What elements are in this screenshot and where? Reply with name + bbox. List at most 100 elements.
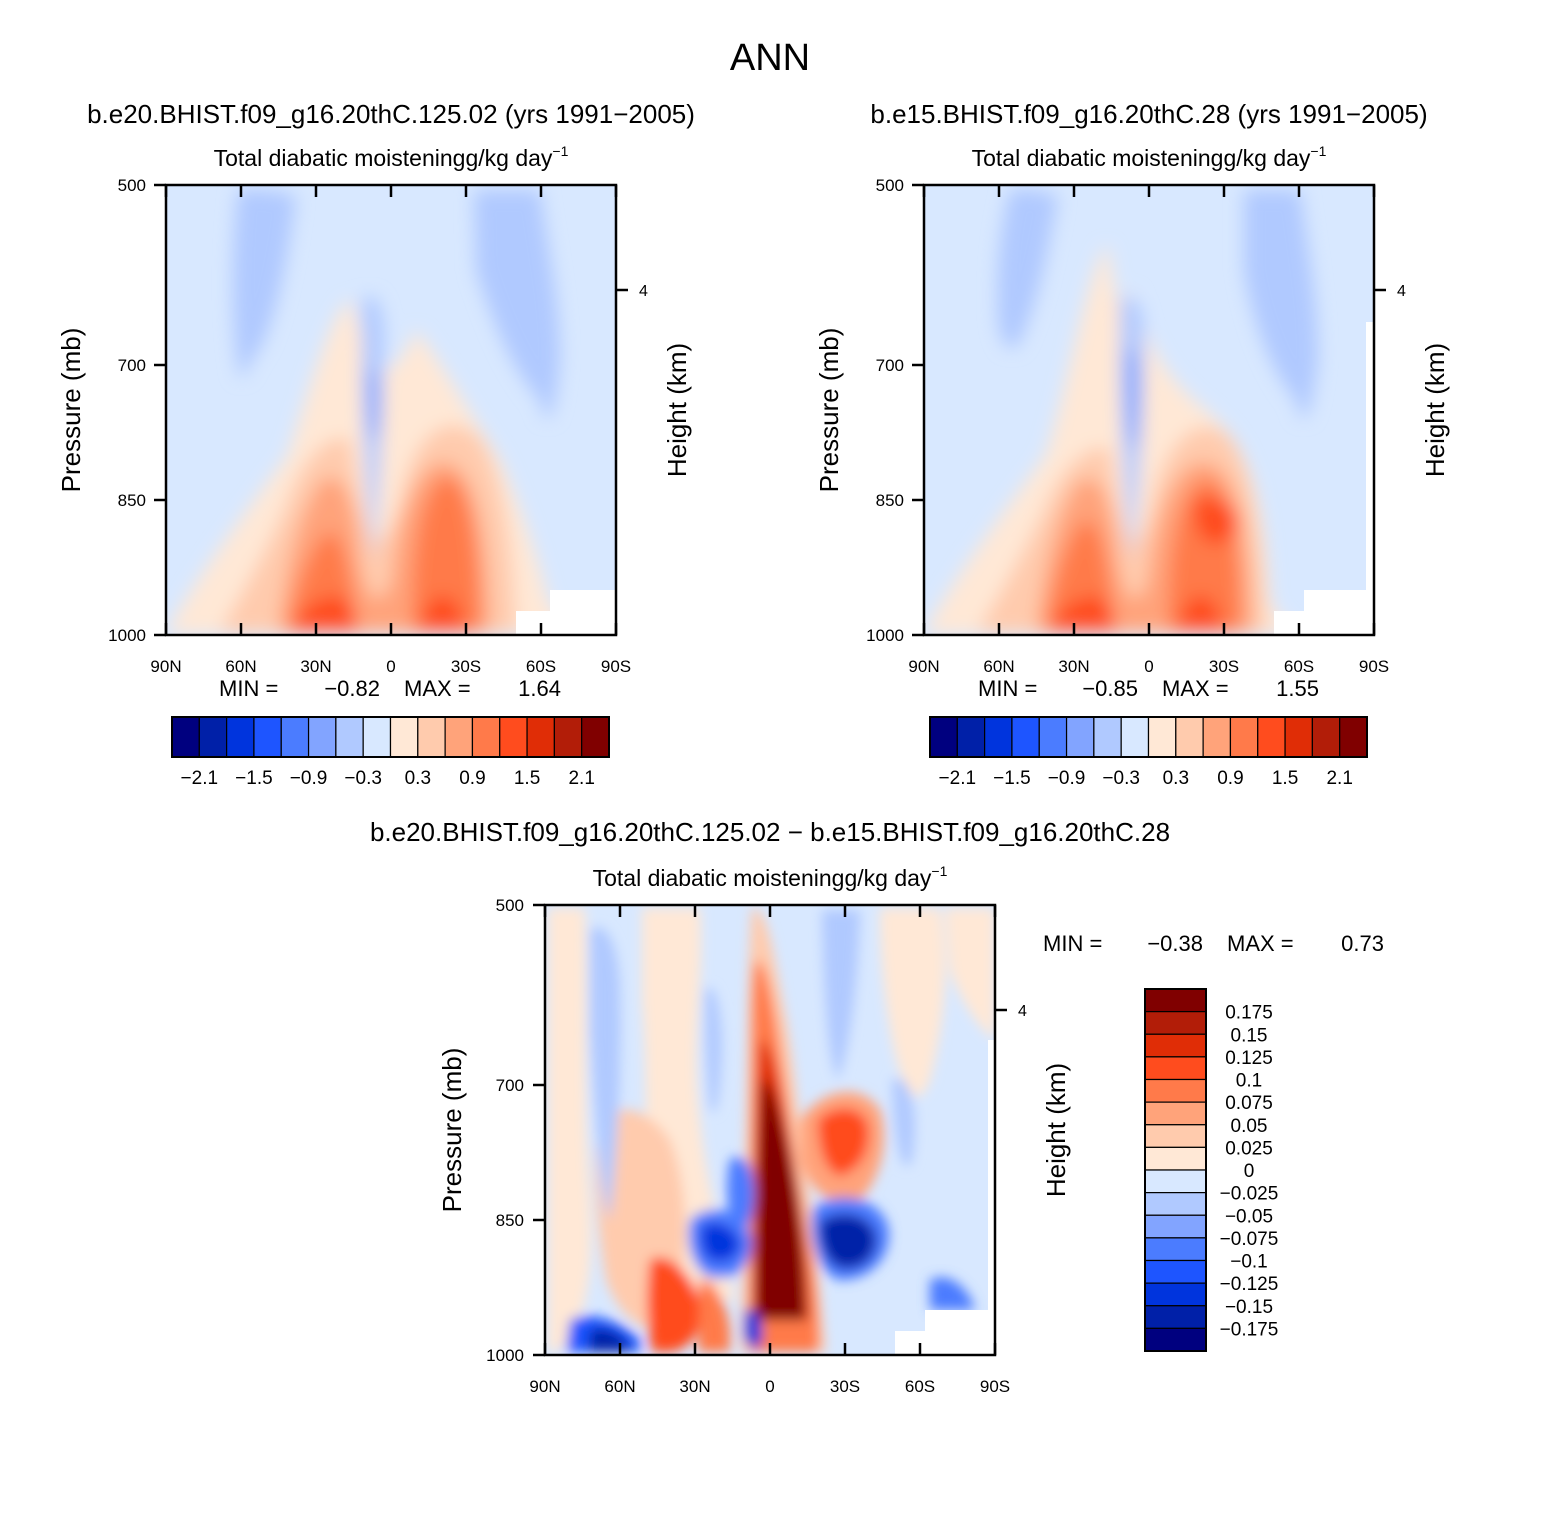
panel-3-colorbar-label: −0.05: [1225, 1206, 1273, 1227]
panel-3-colorbar-label: 0.075: [1225, 1093, 1273, 1114]
panel-3-colorbar-label: 0.15: [1231, 1025, 1268, 1046]
panel-1-colorbar-swatch: [253, 716, 282, 758]
panel-3-colorbar-swatch: [1144, 1237, 1207, 1262]
panel-1-colorbar-swatch: [417, 716, 446, 758]
panel-1-colorbar-swatch: [444, 716, 474, 758]
panel-3-colorbar-label: 0.025: [1225, 1138, 1273, 1159]
panel-3-colorbar-label: 0.125: [1225, 1048, 1273, 1069]
panel-3-colorbar-label: −0.075: [1220, 1229, 1279, 1250]
panel-3-case-title: b.e20.BHIST.f09_g16.20thC.125.02 − b.e15…: [370, 817, 1170, 847]
panel-1-xtick-label: 60S: [526, 657, 556, 676]
panel-3-colorbar-swatch: [1144, 1327, 1207, 1352]
panel-2-xtick-label: 60S: [1284, 657, 1314, 676]
panel-3-colorbar-swatch: [1144, 1101, 1207, 1126]
panel-1-min-value: −0.82: [324, 676, 380, 701]
panel-3-xtick-label: 30S: [830, 1377, 860, 1396]
panel-2-colorbar-swatch: [1175, 716, 1204, 758]
panel-2-colorbar-swatch: [956, 716, 986, 758]
panel-2-colorbar-label: 1.5: [1272, 768, 1298, 789]
panel-3-xtick-label: 60S: [905, 1377, 935, 1396]
panel-3-right-tick-label: 4: [1018, 1003, 1027, 1020]
panel-3: b.e20.BHIST.f09_g16.20thC.125.02 − b.e15…: [370, 817, 1384, 1396]
panel-1-colorbar-swatch: [526, 716, 555, 758]
panel-2-max-value: 1.55: [1276, 676, 1319, 701]
panel-1-colorbar-label: −0.3: [344, 768, 382, 789]
panel-1-ytick-label: 700: [118, 356, 146, 375]
panel-1-colorbar-label: −0.9: [290, 768, 328, 789]
panel-2-colorbar-swatch: [1147, 716, 1177, 758]
panel-1-xtick-label: 60N: [225, 657, 256, 676]
panel-1-case-title: b.e20.BHIST.f09_g16.20thC.125.02 (yrs 19…: [87, 99, 695, 129]
panel-1-colorbar-frame: [171, 716, 610, 758]
panel-1-colorbar-swatch: [499, 716, 528, 758]
panel-2-right-axis-label: Height (km): [1420, 343, 1450, 477]
panel-3-colorbar-label: 0.1: [1236, 1071, 1262, 1092]
panel-1-variable-title: Total diabatic moisteningg/kg day−1: [214, 143, 569, 171]
panel-3-colorbar: 0.1750.150.1250.10.0750.050.0250−0.025−0…: [1144, 988, 1279, 1352]
panel-3-ytick-label: 1000: [486, 1346, 524, 1365]
panel-1-colorbar-swatch: [198, 716, 228, 758]
panel-1-right-tick-label: 4: [639, 283, 648, 300]
panel-3-colorbar-label: 0.05: [1231, 1116, 1268, 1137]
panel-3-xtick-label: 0: [765, 1377, 774, 1396]
panel-1-colorbar-swatch: [335, 716, 364, 758]
panel-3-xtick-label: 30N: [679, 1377, 710, 1396]
panel-2-min-value: −0.85: [1082, 676, 1138, 701]
panel-1-colorbar-label: 0.3: [405, 768, 431, 789]
panel-3-colorbar-swatch: [1144, 1011, 1207, 1035]
panel-1-y-axis-label: Pressure (mb): [56, 328, 86, 493]
panel-2-colorbar-swatch: [1038, 716, 1068, 758]
panel-3-variable-title: Total diabatic moisteningg/kg day−1: [593, 863, 948, 891]
figure-title: ANN: [730, 37, 810, 79]
panel-1-max-value: 1.64: [518, 676, 561, 701]
panel-2-contour-field: [924, 185, 1374, 635]
panel-3-colorbar-swatch: [1144, 1169, 1207, 1194]
panel-3-xtick-label: 90S: [980, 1377, 1010, 1396]
panel-1-ytick-label: 500: [118, 176, 146, 195]
panel-2-colorbar-label: −0.3: [1102, 768, 1140, 789]
panel-2-xtick-label: 0: [1144, 657, 1153, 676]
panel-1-contour-field: [166, 185, 616, 635]
panel-2-xtick-label: 90N: [908, 657, 939, 676]
panel-1-ytick-label: 1000: [108, 626, 146, 645]
panel-1-max-label: MAX =: [404, 676, 471, 701]
panel-2-xtick-label: 90S: [1359, 657, 1389, 676]
panel-2-colorbar-label: 0.9: [1217, 768, 1243, 789]
panel-2-colorbar-label: −2.1: [939, 768, 977, 789]
panel-3-colorbar-swatch: [1144, 1078, 1207, 1103]
panel-2-axes: 90N 60N 30N 0 30S 60S 90S 500 700 850 10…: [814, 176, 1450, 676]
panel-3-colorbar-swatch: [1144, 1146, 1207, 1171]
panel-2-colorbar-swatch: [1339, 716, 1368, 758]
panel-3-ytick-label: 700: [496, 1076, 524, 1095]
panel-2-colorbar-swatch: [1257, 716, 1286, 758]
panel-2-colorbar-swatch: [1093, 716, 1122, 758]
panel-3-colorbar-swatch: [1144, 1214, 1207, 1239]
panel-3-colorbar-swatch: [1144, 1124, 1207, 1148]
panel-2-colorbar-swatch: [929, 716, 958, 758]
panel-3-min-value: −0.38: [1147, 931, 1203, 956]
panel-3-colorbar-label: −0.1: [1230, 1252, 1268, 1273]
panel-2-colorbar-swatch: [1229, 716, 1259, 758]
panel-2-colorbar-swatch: [1065, 716, 1095, 758]
panel-1-xtick-label: 90S: [601, 657, 631, 676]
panel-2-colorbar-label: −0.9: [1048, 768, 1086, 789]
panel-1-colorbar-label: 1.5: [514, 768, 540, 789]
panel-2-max-label: MAX =: [1162, 676, 1229, 701]
panel-1-colorbar-swatch: [581, 716, 610, 758]
panel-1-right-axis-label: Height (km): [662, 343, 692, 477]
panel-1-colorbar-swatch: [362, 716, 392, 758]
panel-2-colorbar-swatch: [1011, 716, 1040, 758]
panel-1-colorbar-swatch: [226, 716, 255, 758]
panel-3-max-label: MAX =: [1227, 931, 1294, 956]
panel-1-colorbar-label: −1.5: [235, 768, 273, 789]
panel-3-xtick-label: 90N: [529, 1377, 560, 1396]
panel-3-y-axis-label: Pressure (mb): [437, 1048, 467, 1213]
panel-1-ytick-label: 850: [118, 491, 146, 510]
panel-1-axes: 90N 60N 30N 0 30S 60S 90S 500 700 850 10…: [56, 176, 692, 676]
panel-2-xtick-label: 30N: [1058, 657, 1089, 676]
panel-3-colorbar-swatch: [1144, 1282, 1207, 1307]
panel-3-colorbar-swatch: [1144, 1259, 1207, 1284]
panel-3-colorbar-label: −0.025: [1220, 1184, 1279, 1205]
panel-2-colorbar-frame: [929, 716, 1368, 758]
panel-2-colorbar: −2.1 −1.5 −0.9 −0.3 0.3 0.9 1.5 2.1: [929, 716, 1368, 789]
